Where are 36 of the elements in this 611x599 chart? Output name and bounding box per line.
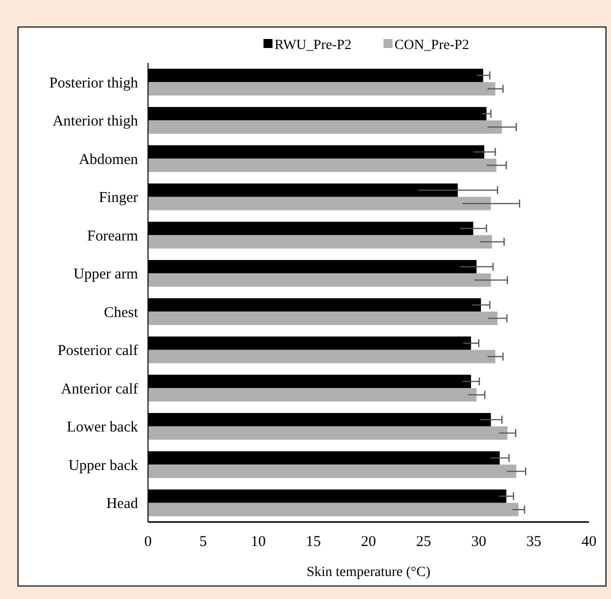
y-tick-label: Abdomen xyxy=(78,152,138,168)
x-tick-label: 35 xyxy=(526,534,542,550)
x-tick-label: 25 xyxy=(416,534,432,550)
bar xyxy=(148,82,496,96)
y-tick-label: Posterior calf xyxy=(58,343,138,360)
bar xyxy=(148,502,518,516)
bar xyxy=(148,158,496,172)
y-tick-label: Upper back xyxy=(68,458,138,474)
legend-label: RWU_Pre-P2 xyxy=(274,38,352,53)
y-tick-label: Head xyxy=(106,496,138,512)
x-tick-label: 20 xyxy=(361,534,376,550)
x-tick-label: 10 xyxy=(250,534,266,550)
bar xyxy=(148,196,491,210)
bar xyxy=(148,388,477,402)
y-tick-label: Anterior thigh xyxy=(52,114,138,130)
y-tick-label: Lower back xyxy=(66,420,138,436)
legend-label: CON_Pre-P2 xyxy=(394,38,470,53)
y-tick-label: Chest xyxy=(104,304,139,321)
bar xyxy=(148,120,502,134)
x-tick-label: 0 xyxy=(144,534,152,550)
x-tick-label: 40 xyxy=(582,534,596,550)
y-tick-label: Finger xyxy=(98,190,138,206)
y-tick-label: Forearm xyxy=(87,228,138,244)
y-tick-label: Upper arm xyxy=(73,266,138,283)
x-axis-title: Skin temperature (°C) xyxy=(306,565,431,580)
bar xyxy=(148,273,491,287)
bar xyxy=(148,235,492,249)
x-tick-label: 30 xyxy=(471,534,486,550)
x-tick-label: 15 xyxy=(306,534,321,550)
bar xyxy=(148,426,508,440)
y-tick-label: Posterior thigh xyxy=(49,75,138,92)
bar xyxy=(148,350,496,364)
x-tick-label: 5 xyxy=(199,534,207,550)
bar xyxy=(148,312,498,326)
y-tick-label: Anterior calf xyxy=(60,381,138,398)
bar xyxy=(148,464,516,478)
